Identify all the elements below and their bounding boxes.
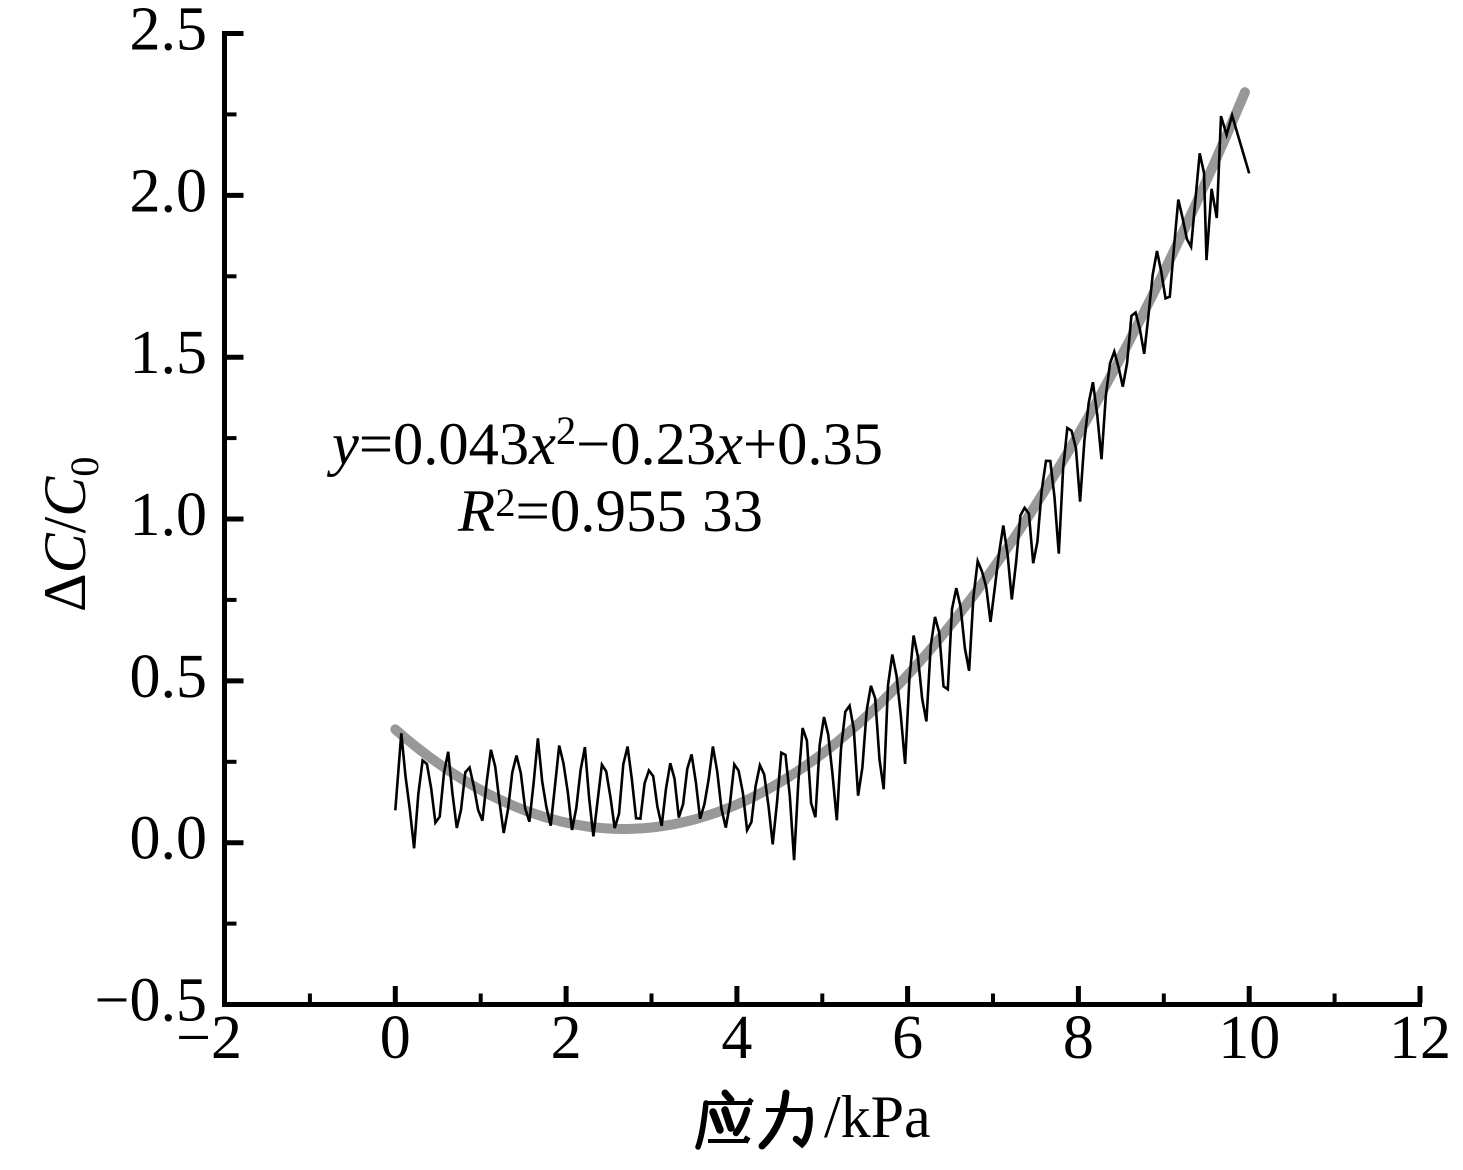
svg-text:2.5: 2.5	[130, 0, 208, 64]
svg-text:4: 4	[721, 1004, 752, 1072]
svg-text:ΔC/C0: ΔC/C0	[32, 457, 107, 612]
svg-text:2.0: 2.0	[130, 157, 208, 225]
svg-text:R2=0.955 33: R2=0.955 33	[457, 478, 763, 544]
svg-text:1.5: 1.5	[130, 319, 208, 387]
svg-text:10: 10	[1218, 1004, 1280, 1072]
svg-text:6: 6	[892, 1004, 923, 1072]
svg-text:/kPa: /kPa	[824, 1084, 931, 1150]
svg-text:y=0.043x2−0.23x+0.35: y=0.043x2−0.23x+0.35	[326, 408, 883, 477]
svg-text:1.0: 1.0	[130, 481, 208, 549]
svg-text:0.0: 0.0	[130, 805, 208, 873]
svg-text:0: 0	[380, 1004, 411, 1072]
svg-text:−2: −2	[176, 1004, 242, 1072]
svg-text:8: 8	[1063, 1004, 1094, 1072]
svg-text:2: 2	[551, 1004, 582, 1072]
svg-text:0.5: 0.5	[130, 643, 208, 711]
svg-text:−0.5: −0.5	[95, 967, 207, 1035]
svg-text:12: 12	[1389, 1004, 1451, 1072]
